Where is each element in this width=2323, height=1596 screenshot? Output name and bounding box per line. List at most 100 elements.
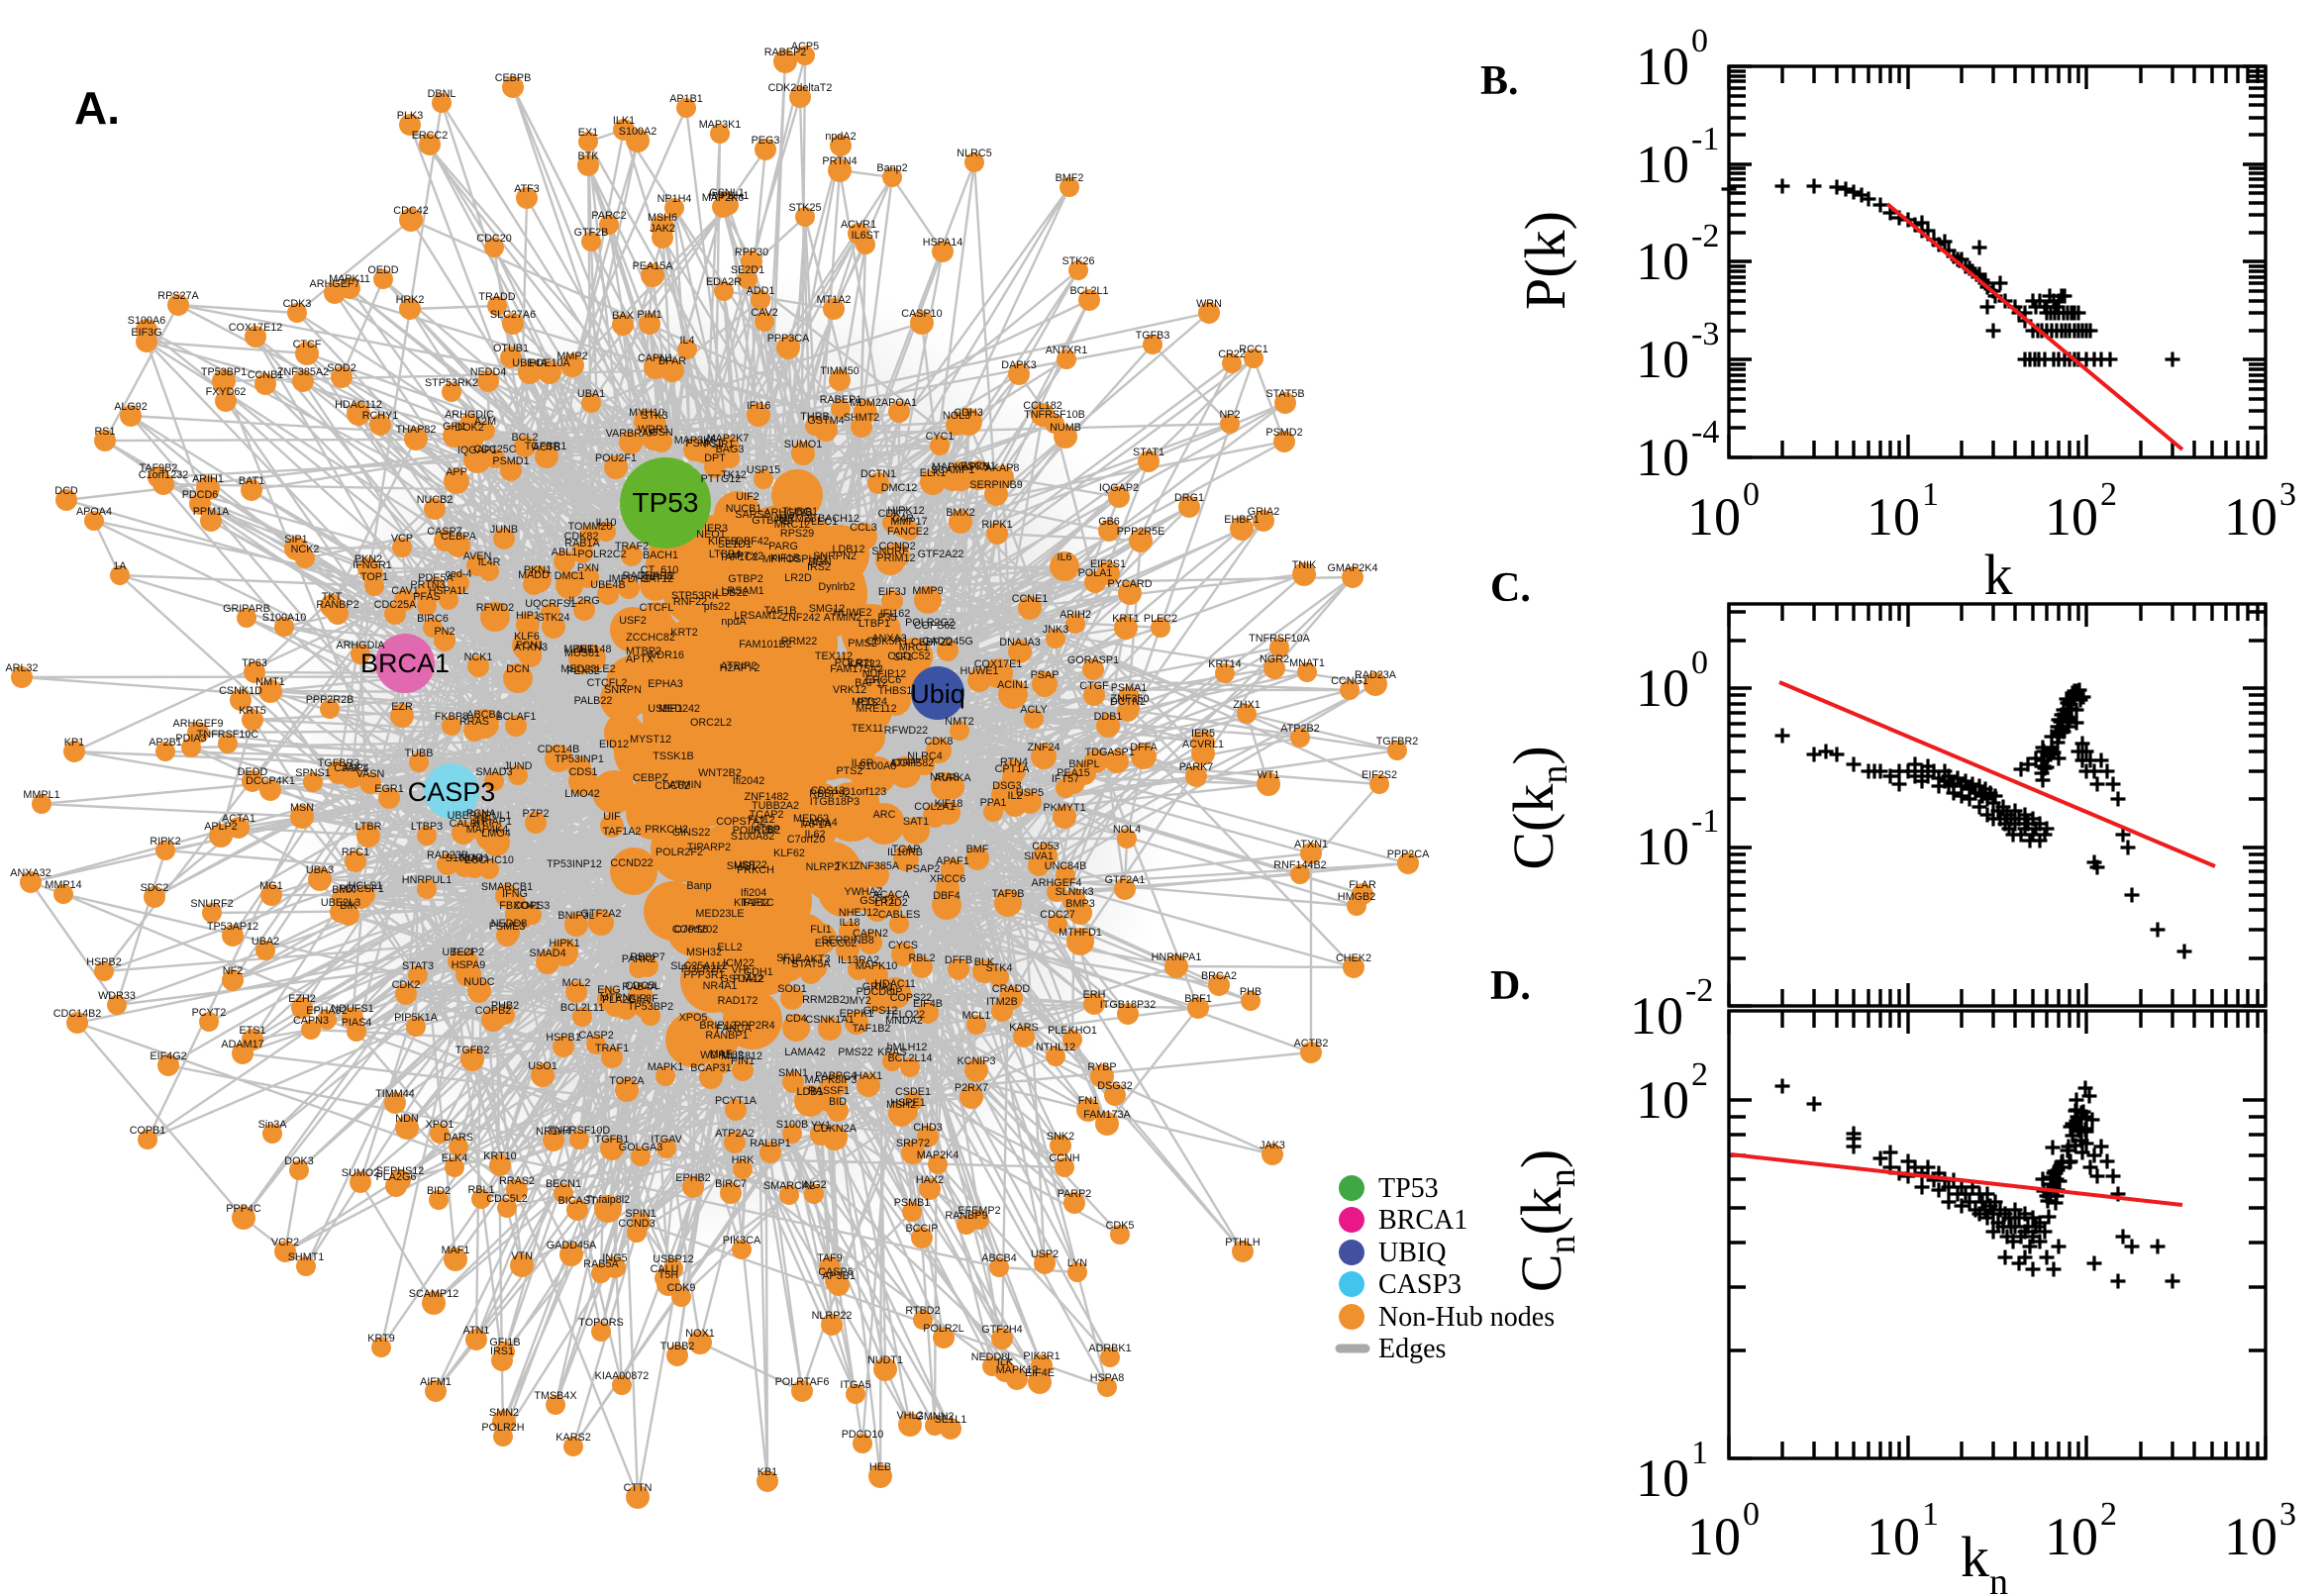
svg-text:STAT1: STAT1 <box>1133 447 1164 458</box>
svg-text:BMF: BMF <box>966 844 989 855</box>
svg-text:TAF1C: TAF1C <box>741 897 774 909</box>
svg-text:NUCB2: NUCB2 <box>417 494 454 506</box>
svg-text:EIF2S2: EIF2S2 <box>1362 769 1397 781</box>
svg-text:NUFIP12: NUFIP12 <box>862 668 906 680</box>
svg-text:DBNL: DBNL <box>428 88 456 100</box>
svg-text:TGFBR1: TGFBR1 <box>525 441 567 452</box>
svg-text:TAF1C2: TAF1C2 <box>719 551 758 563</box>
svg-text:BCL2: BCL2 <box>511 432 538 444</box>
svg-text:SIP1: SIP1 <box>284 534 307 546</box>
svg-text:USBP1: USBP1 <box>648 703 682 715</box>
svg-text:JNK3: JNK3 <box>1043 624 1068 636</box>
svg-text:PEA15A: PEA15A <box>633 260 674 272</box>
svg-text:RFC1: RFC1 <box>342 847 369 858</box>
svg-text:RAB5A: RAB5A <box>583 1258 619 1270</box>
svg-text:GINS22: GINS22 <box>672 827 710 839</box>
svg-text:MAPK11: MAPK11 <box>329 273 370 285</box>
svg-text:ICM22: ICM22 <box>723 957 755 969</box>
svg-text:10: 10 <box>2045 1507 2098 1566</box>
svg-text:CABLES: CABLES <box>878 909 921 921</box>
svg-text:WT1: WT1 <box>1258 769 1280 781</box>
svg-text:HCLS1: HCLS1 <box>349 880 383 892</box>
svg-text:RAD51L12: RAD51L12 <box>623 570 675 582</box>
svg-text:TP53BP1: TP53BP1 <box>201 366 247 378</box>
svg-text:-1: -1 <box>1691 803 1719 840</box>
svg-text:ANXA32: ANXA32 <box>10 867 50 879</box>
svg-text:PDCD6IP: PDCD6IP <box>857 986 903 998</box>
svg-text:CYCS: CYCS <box>888 940 918 951</box>
svg-text:IFI162: IFI162 <box>880 608 911 620</box>
svg-text:PLA2G4A: PLA2G4A <box>602 994 651 1006</box>
svg-text:SDC2: SDC2 <box>141 882 169 894</box>
svg-text:KARS: KARS <box>1009 1022 1038 1034</box>
svg-text:ABCB1: ABCB1 <box>466 709 501 721</box>
svg-text:MAP2K7: MAP2K7 <box>707 433 750 445</box>
svg-text:EPHA32: EPHA32 <box>306 1005 347 1017</box>
svg-text:MCL1: MCL1 <box>962 1010 991 1022</box>
svg-text:TAF1B2: TAF1B2 <box>853 1023 891 1035</box>
svg-text:FANCE2: FANCE2 <box>887 526 929 538</box>
svg-text:UBA3: UBA3 <box>306 864 334 876</box>
svg-text:PCYT2: PCYT2 <box>192 1007 227 1019</box>
svg-text:-4: -4 <box>1691 414 1719 450</box>
svg-text:COL2A1: COL2A1 <box>914 801 955 813</box>
svg-text:HIPK12: HIPK12 <box>887 505 924 517</box>
svg-text:COPS82: COPS82 <box>892 757 935 769</box>
svg-text:MTPN: MTPN <box>600 992 631 1004</box>
svg-text:NTHL12: NTHL12 <box>1036 1042 1075 1053</box>
svg-text:SPIN1: SPIN1 <box>625 1208 656 1220</box>
svg-text:C.: C. <box>1490 565 1531 611</box>
svg-text:AURKA: AURKA <box>934 772 971 784</box>
svg-text:ITGAV: ITGAV <box>651 1134 682 1146</box>
svg-text:AKAP8: AKAP8 <box>985 462 1020 474</box>
svg-text:MAPKAPK5: MAPKAPK5 <box>932 461 989 473</box>
svg-text:CASP1: CASP1 <box>1099 747 1134 758</box>
svg-text:APOA4: APOA4 <box>76 506 112 518</box>
svg-text:MMP17: MMP17 <box>890 516 927 528</box>
svg-text:RIPK1: RIPK1 <box>981 519 1012 531</box>
svg-text:UBA2: UBA2 <box>252 936 279 948</box>
svg-text:PEX52: PEX52 <box>566 665 600 677</box>
svg-text:CASP4: CASP4 <box>334 762 368 774</box>
svg-text:PTHLH: PTHLH <box>1225 1237 1260 1248</box>
svg-text:ARC: ARC <box>873 809 896 821</box>
svg-text:IL6ST: IL6ST <box>852 230 880 242</box>
svg-text:SLNtrk3: SLNtrk3 <box>1055 886 1093 898</box>
svg-text:PSAP: PSAP <box>1031 669 1060 681</box>
svg-text:JMY2: JMY2 <box>844 995 871 1007</box>
svg-text:ABCB4: ABCB4 <box>981 1252 1016 1264</box>
svg-text:ELK1: ELK1 <box>920 467 946 479</box>
svg-text:RBL2: RBL2 <box>908 952 935 964</box>
svg-text:A2M: A2M <box>474 416 496 428</box>
svg-text:LMO4: LMO4 <box>481 828 510 840</box>
svg-text:KP1: KP1 <box>64 737 84 748</box>
svg-text:HNRNPA1: HNRNPA1 <box>1152 951 1202 963</box>
svg-text:WRN: WRN <box>1196 298 1222 310</box>
svg-text:TP53AP12: TP53AP12 <box>207 921 258 933</box>
svg-text:MRC1: MRC1 <box>899 642 930 653</box>
svg-text:THBS1: THBS1 <box>878 685 913 697</box>
svg-text:TGFBR3: TGFBR3 <box>318 757 360 769</box>
svg-text:MAP3K1: MAP3K1 <box>699 119 742 131</box>
svg-text:APTX: APTX <box>626 653 654 665</box>
svg-text:PKMYT1: PKMYT1 <box>1043 802 1085 814</box>
svg-text:UBE2I: UBE2I <box>442 947 472 958</box>
svg-text:KRT5: KRT5 <box>239 705 265 717</box>
svg-text:10: 10 <box>1636 817 1689 876</box>
svg-text:XPO1: XPO1 <box>426 1119 454 1131</box>
svg-text:CDC27: CDC27 <box>1040 909 1074 921</box>
svg-text:NRAS: NRAS <box>930 771 960 783</box>
svg-text:GPS12: GPS12 <box>863 1005 898 1017</box>
svg-text:ACTA1: ACTA1 <box>222 813 255 825</box>
svg-text:EHBP1: EHBP1 <box>1224 514 1259 526</box>
svg-text:Edges: Edges <box>1378 1334 1446 1364</box>
svg-text:CDK7: CDK7 <box>878 508 907 520</box>
svg-text:ACIN1: ACIN1 <box>997 679 1029 691</box>
svg-text:TOP1: TOP1 <box>360 571 388 583</box>
svg-text:VARBRAP: VARBRAP <box>606 428 656 440</box>
svg-text:CD4: CD4 <box>785 1013 807 1025</box>
svg-text:CDK2deltaT2: CDK2deltaT2 <box>768 82 833 94</box>
svg-text:JUNB: JUNB <box>490 524 518 536</box>
svg-text:MPHOSPH62: MPHOSPH62 <box>762 553 829 565</box>
svg-text:ANXA3: ANXA3 <box>871 633 906 645</box>
